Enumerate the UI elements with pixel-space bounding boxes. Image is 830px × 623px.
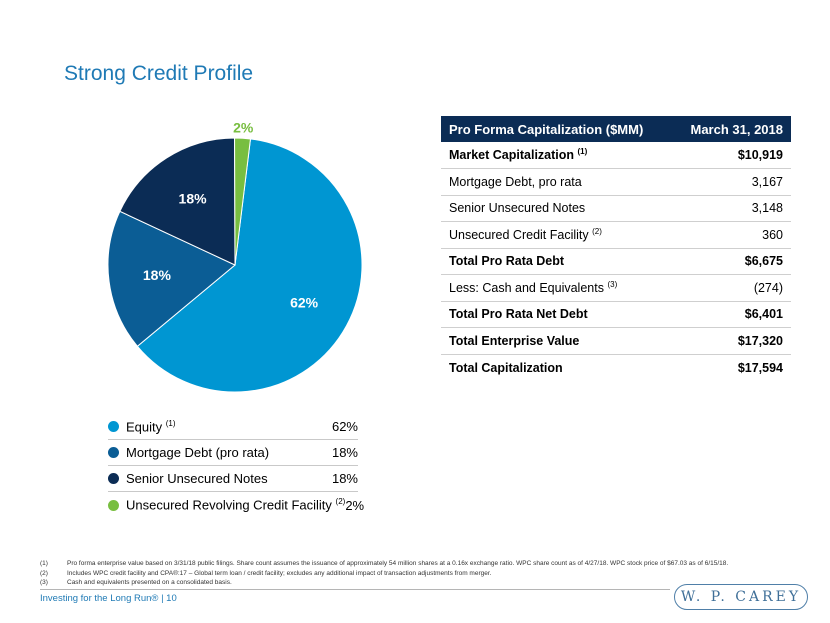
legend-sup-equity: (1) [165,418,176,428]
row-value: $6,675 [671,248,791,275]
chart-legend: Equity (1) 62% Mortgage Debt (pro rata) … [108,414,364,518]
row-value: $6,401 [671,301,791,328]
row-label: Senior Unsecured Notes [449,201,586,216]
legend-item-senior: Senior Unsecured Notes 18% [108,466,358,492]
company-logo: W. P. CAREY [674,584,808,610]
legend-value-equity: 62% [331,419,358,434]
table-header-row: Pro Forma Capitalization ($MM) March 31,… [441,116,791,142]
row-value: 3,167 [671,168,791,196]
legend-label-equity: Equity [126,419,163,435]
row-sup: (3) [607,280,618,290]
footer-divider [40,589,670,590]
legend-value-senior: 18% [331,471,358,486]
page-title: Strong Credit Profile [64,62,254,85]
footnote: (1) Pro forma enterprise value based on … [40,559,820,569]
row-sup: (2) [592,227,602,237]
footnotes: (1) Pro forma enterprise value based on … [40,559,820,588]
footer-tagline: Investing for the Long Run® | 10 [40,593,177,604]
legend-item-mortgage: Mortgage Debt (pro rata) 18% [108,440,358,466]
pie-chart: 62% 18% 18% 2% [107,120,363,393]
row-label: Total Capitalization [449,360,563,375]
table-row: Total Pro Rata Net Debt $6,401 [441,301,791,328]
table-row: Mortgage Debt, pro rata 3,167 [441,168,791,196]
row-value: $17,320 [671,327,791,355]
table-header-date: March 31, 2018 [671,116,791,142]
footnote-number: (2) [40,569,48,577]
pie-label-equity: 62% [290,295,319,311]
footnote-text: Pro forma enterprise value based on 3/31… [67,560,729,567]
table-row: Senior Unsecured Notes 3,148 [441,195,791,222]
legend-label-credit-facility: Unsecured Revolving Credit Facility [126,497,332,513]
table-row: Total Enterprise Value $17,320 [441,327,791,355]
legend-swatch-senior [108,473,119,484]
row-value: $10,919 [671,142,791,169]
table-header-label: Pro Forma Capitalization ($MM) [441,116,672,142]
pie-label-mortgage: 18% [143,267,172,283]
pie-slice-equity [136,138,363,393]
pie-slice-mortgage [107,210,236,347]
row-value: (274) [671,274,791,302]
legend-swatch-equity [108,421,119,432]
legend-label-mortgage: Mortgage Debt (pro rata) [126,445,270,460]
pie-label-credit-facility: 2% [233,120,254,135]
legend-label-senior: Senior Unsecured Notes [126,471,268,486]
footnote-text: Cash and equivalents presented on a cons… [67,579,232,586]
row-value: $17,594 [737,360,783,375]
row-label: Market Capitalization [449,148,575,163]
row-label: Total Enterprise Value [449,333,580,348]
footnote: (2) Includes WPC credit facility and CPA… [40,569,820,579]
legend-value-credit-facility: 2% [345,497,365,513]
row-sup: (1) [577,147,588,157]
pie-slice-senior [119,137,236,266]
row-label: Unsecured Credit Facility [449,228,589,243]
table-row: Unsecured Credit Facility (2) 360 [441,221,791,249]
footnote-number: (1) [40,560,48,567]
pie-slice-credit-facility [234,137,252,266]
table-row: Market Capitalization (1) $10,919 [441,142,791,169]
legend-swatch-credit-facility [108,499,119,511]
footnote-text: Includes WPC credit facility and CPA®:17… [67,569,492,577]
row-value: 3,148 [671,195,791,222]
pie-label-senior: 18% [179,191,208,207]
table-row: Less: Cash and Equivalents (3) (274) [441,274,791,302]
table-row: Total Capitalization $17,594 [441,354,791,381]
row-label: Less: Cash and Equivalents [449,281,604,296]
legend-item-credit-facility: Unsecured Revolving Credit Facility (2) … [108,492,364,518]
row-value: 360 [671,221,791,249]
legend-swatch-mortgage [108,447,119,458]
row-label: Total Pro Rata Debt [449,254,565,269]
table-row: Total Pro Rata Debt $6,675 [441,248,791,275]
row-label: Mortgage Debt, pro rata [449,174,582,189]
legend-value-mortgage: 18% [331,445,358,460]
row-label: Total Pro Rata Net Debt [449,307,588,322]
footnote-number: (3) [40,579,48,586]
capitalization-table: Pro Forma Capitalization ($MM) March 31,… [441,116,791,381]
footnote: (3) Cash and equivalents presented on a … [40,578,820,588]
legend-sup-credit-facility: (2) [335,497,346,507]
legend-item-equity: Equity (1) 62% [108,414,358,440]
